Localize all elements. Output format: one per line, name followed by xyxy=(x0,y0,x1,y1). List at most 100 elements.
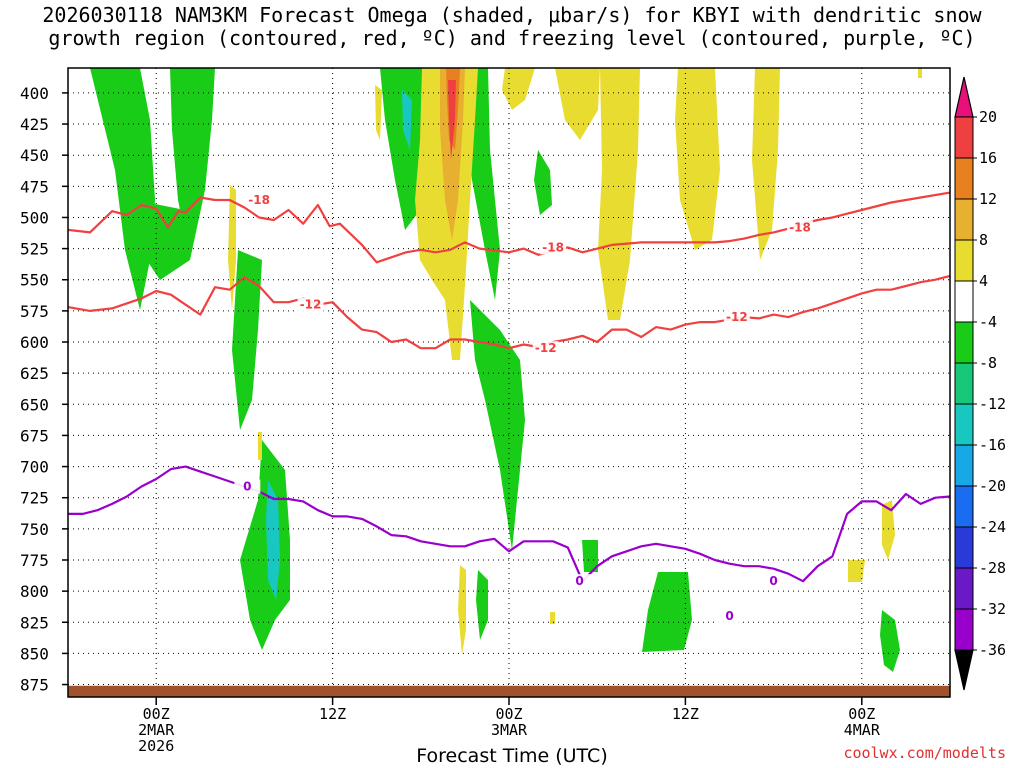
y-tick-label: 700 xyxy=(20,458,49,477)
chart-title: 2026030118 NAM3KM Forecast Omega (shaded… xyxy=(0,4,1024,50)
y-tick-label: 800 xyxy=(20,582,49,601)
colorbar-label: 12 xyxy=(979,190,997,208)
y-axis: 400 425 450 475 500 525 550 575 600 625 650 675 700 7… xyxy=(20,84,68,695)
omega-region-15 xyxy=(476,570,488,640)
omega-region-19 xyxy=(448,80,456,160)
omega-region-13 xyxy=(642,572,692,652)
x-tick-label: 00Z xyxy=(143,705,170,723)
freezing-level-0-label: 0 xyxy=(243,480,251,494)
omega-region-26 xyxy=(228,185,236,310)
dgz-minus-18-label-bg xyxy=(540,240,567,255)
colorbar-box xyxy=(954,157,974,200)
colorbar-label: 20 xyxy=(979,108,997,126)
dgz-minus-18-label-bg xyxy=(246,193,273,208)
colorbar-box xyxy=(954,526,974,569)
x-tick-label: 00Z xyxy=(848,705,875,723)
colorbar-label: -8 xyxy=(979,354,997,372)
y-tick-label: 425 xyxy=(20,115,49,134)
y-tick-label: 875 xyxy=(20,676,49,695)
x-tick-label: 12Z xyxy=(672,705,699,723)
omega-region-20 xyxy=(502,68,535,110)
omega-shading-layer xyxy=(90,68,922,672)
colorbar-box xyxy=(954,198,974,241)
dgz-minus-12-label: -12 xyxy=(300,298,322,312)
omega-region-14 xyxy=(880,610,900,672)
y-tick-label: 650 xyxy=(20,395,49,414)
x-tick-sublabel: 2MAR xyxy=(138,721,175,739)
colorbar-box xyxy=(954,321,974,364)
colorbar-label: -32 xyxy=(979,600,1006,618)
dgz-minus-18-label: -18 xyxy=(542,240,564,254)
y-tick-label: 575 xyxy=(20,302,49,321)
y-tick-label: 500 xyxy=(20,208,49,227)
omega-region-1 xyxy=(90,68,155,310)
y-tick-label: 525 xyxy=(20,240,49,259)
freezing-level-0-label: 0 xyxy=(725,609,733,623)
freezing-level-0-label-bg xyxy=(716,609,743,624)
omega-region-12 xyxy=(582,540,598,572)
omega-region-23 xyxy=(675,68,720,250)
omega-region-17 xyxy=(440,68,465,240)
freezing-level-0-line xyxy=(68,465,951,583)
x-tick-sublabel: 2026 xyxy=(138,737,174,755)
contour-layer: -18 -18 -18 -12 -12 -12 0 0 0 0 xyxy=(67,191,951,624)
colorbar-label: -24 xyxy=(979,518,1006,536)
colorbar-label: -20 xyxy=(979,477,1006,495)
colorbar-box xyxy=(954,608,974,651)
x-axis-title: Forecast Time (UTC) xyxy=(416,745,608,767)
omega-region-21 xyxy=(555,68,600,140)
y-tick-label: 775 xyxy=(20,551,49,570)
y-tick-label: 675 xyxy=(20,426,49,445)
omega-region-11 xyxy=(534,150,552,215)
dgz-minus-18-line xyxy=(67,191,951,264)
dgz-minus-18-label: -18 xyxy=(789,220,811,234)
colorbar-label: -16 xyxy=(979,436,1006,454)
y-tick-label: 400 xyxy=(20,84,49,103)
y-tick-label: 625 xyxy=(20,364,49,383)
omega-region-6 xyxy=(266,480,280,600)
colorbar-label: -28 xyxy=(979,559,1006,577)
x-tick-label: 12Z xyxy=(319,705,346,723)
omega-region-4 xyxy=(232,250,262,430)
omega-region-5 xyxy=(240,440,290,650)
omega-region-22 xyxy=(598,68,640,320)
colorbar-box xyxy=(954,116,974,159)
x-tick-label: 00Z xyxy=(495,705,522,723)
chart-title-line-1: 2026030118 NAM3KM Forecast Omega (shaded… xyxy=(42,3,982,27)
freezing-level-0-label: 0 xyxy=(769,574,777,588)
colorbar-box xyxy=(954,444,974,487)
freezing-level-0-label-bg xyxy=(566,574,593,589)
omega-region-27 xyxy=(458,565,466,655)
dgz-minus-12-line xyxy=(67,274,951,350)
colorbar-box xyxy=(954,280,974,323)
y-tick-label: 475 xyxy=(20,177,49,196)
credit-link[interactable]: coolwx.com/modelts xyxy=(843,744,1006,762)
x-tick-sublabel: 3MAR xyxy=(491,721,528,739)
omega-region-31 xyxy=(258,432,262,460)
omega-region-29 xyxy=(882,500,895,560)
gridlines xyxy=(68,68,950,697)
omega-region-32 xyxy=(550,612,555,624)
colorbar-label: -36 xyxy=(979,641,1006,659)
colorbar-label: -12 xyxy=(979,395,1006,413)
dgz-minus-12-label: -12 xyxy=(535,341,557,355)
x-tick-sublabel: 4MAR xyxy=(844,721,881,739)
omega-region-16 xyxy=(415,68,478,360)
omega-region-30 xyxy=(918,68,922,78)
y-tick-label: 550 xyxy=(20,271,49,290)
colorbar-box xyxy=(954,485,974,528)
omega-region-10 xyxy=(470,300,525,550)
colorbar-label: 8 xyxy=(979,231,988,249)
colorbar-label: -4 xyxy=(979,313,997,331)
colorbar-label: 16 xyxy=(979,149,997,167)
y-tick-label: 750 xyxy=(20,520,49,539)
dgz-minus-12-label: -12 xyxy=(726,310,748,324)
colorbar-box xyxy=(954,362,974,405)
ground-surface xyxy=(68,685,950,697)
dgz-minus-18-label-bg xyxy=(787,220,814,235)
omega-region-3 xyxy=(135,200,190,280)
colorbar-arrow-bottom xyxy=(954,649,974,691)
y-tick-label: 600 xyxy=(20,333,49,352)
colorbar-box xyxy=(954,239,974,282)
